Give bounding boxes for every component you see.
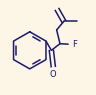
Text: F: F	[72, 40, 77, 49]
Text: O: O	[50, 70, 57, 79]
